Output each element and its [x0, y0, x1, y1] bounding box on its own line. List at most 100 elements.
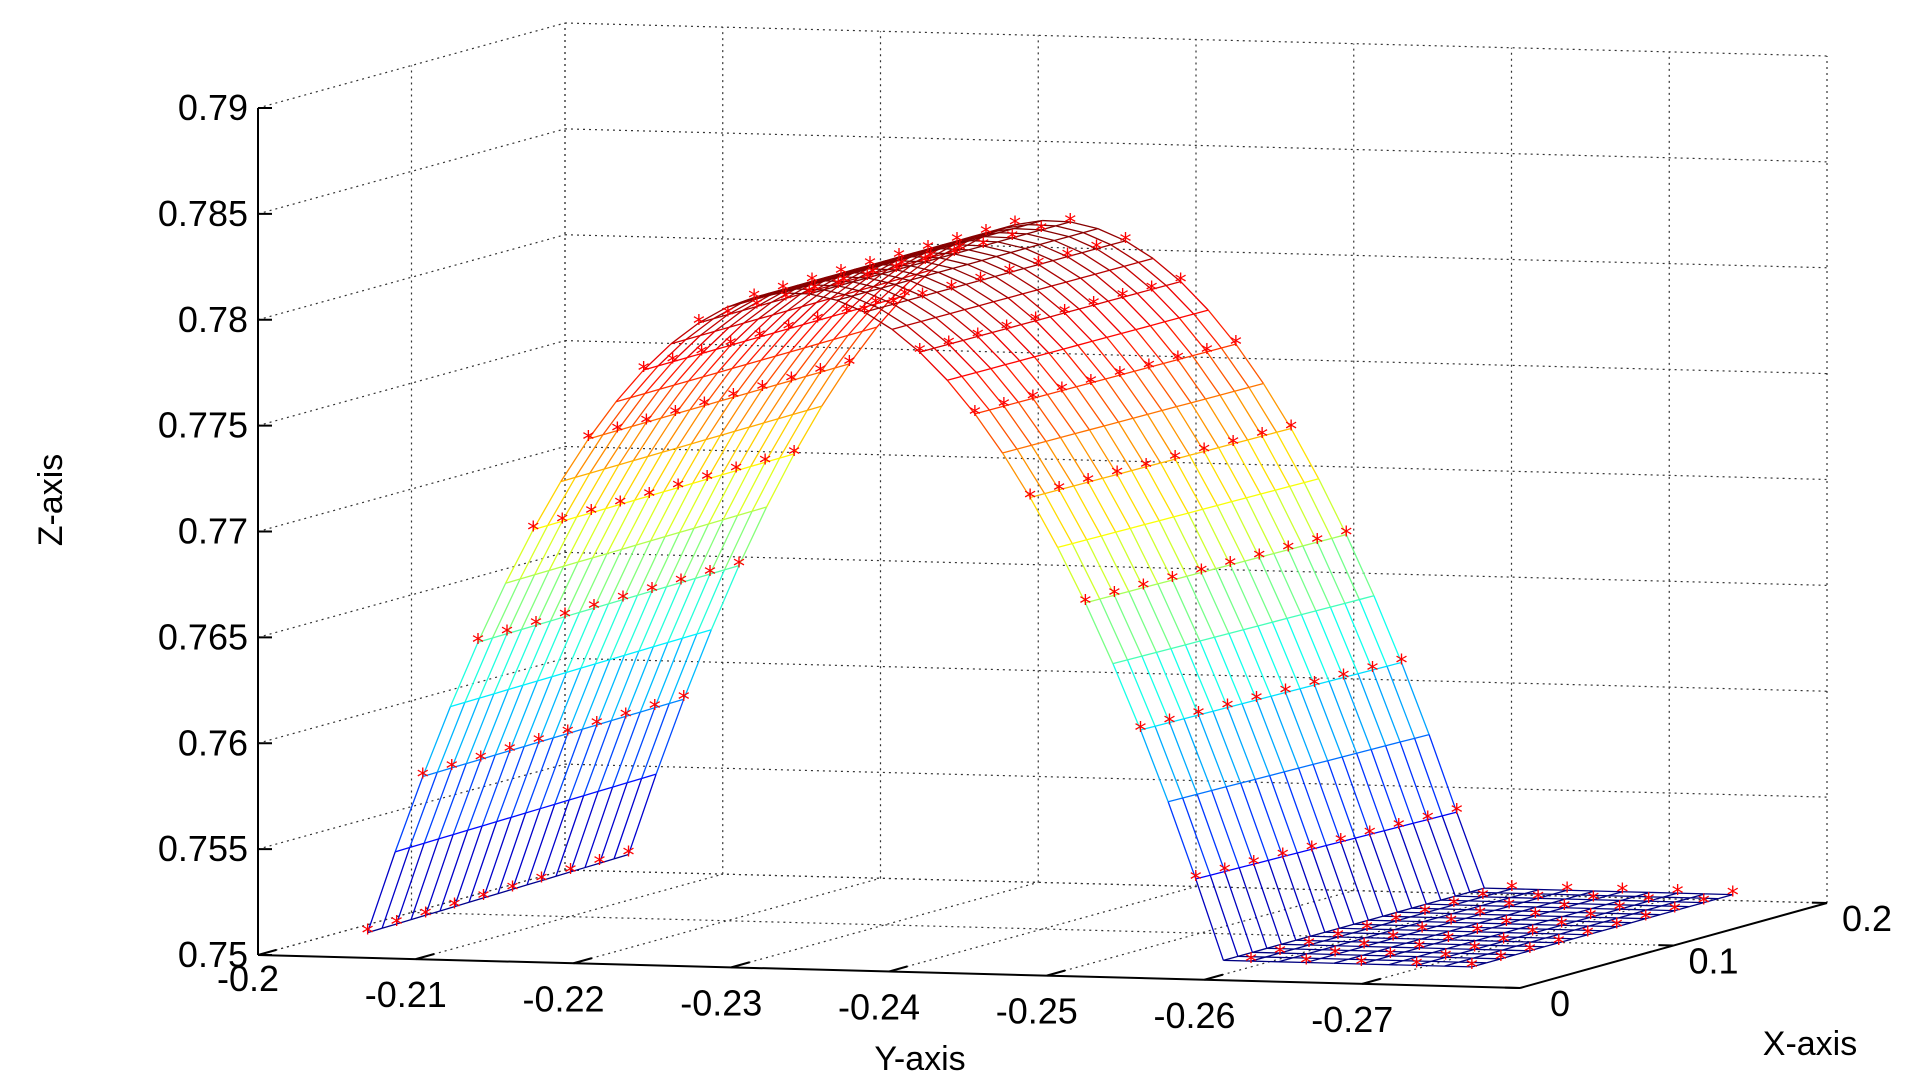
mesh-line: [1647, 909, 1675, 912]
mesh-line: [1380, 933, 1408, 936]
mesh-line: [1068, 235, 1097, 250]
mesh-line: [968, 245, 984, 251]
data-marker: *: [1024, 484, 1036, 512]
mesh-line: [734, 388, 763, 432]
mesh-line: [1261, 435, 1291, 487]
mesh-line: [853, 268, 869, 274]
mesh-line: [797, 280, 813, 286]
mesh-line: [1348, 954, 1363, 960]
data-marker: *: [1253, 544, 1265, 572]
mesh-line: [1107, 296, 1123, 302]
mesh-line: [1573, 934, 1588, 940]
mesh-line: [596, 720, 612, 726]
mesh-line: [1042, 219, 1071, 223]
mesh-line: [1535, 915, 1563, 918]
mesh-line: [1140, 725, 1156, 731]
mesh-line: [811, 276, 827, 282]
data-marker: *: [1553, 930, 1565, 958]
mesh-line: [997, 241, 1026, 250]
mesh-line: [666, 582, 682, 588]
mesh-line: [789, 320, 819, 353]
mesh-line: [1283, 767, 1299, 773]
mesh-line: [1383, 830, 1413, 909]
data-marker: *: [916, 283, 928, 311]
mesh-line: [547, 520, 563, 527]
data-marker: *: [559, 604, 571, 632]
mesh-line: [1002, 448, 1018, 454]
mesh-line: [641, 773, 657, 780]
mesh-line: [1265, 952, 1281, 958]
mesh-line: [1126, 659, 1156, 727]
z-tick-label: 0.78: [178, 299, 248, 340]
mesh-line: [1619, 904, 1635, 910]
mesh-line: [1377, 950, 1405, 953]
mesh-line: [1112, 659, 1128, 665]
mesh-line: [497, 812, 527, 894]
mesh-line: [1473, 957, 1501, 960]
data-marker: *: [1387, 925, 1399, 953]
mesh-line: [606, 499, 636, 554]
mesh-line: [1507, 910, 1523, 916]
mesh-line: [1052, 260, 1081, 279]
data-marker: *: [417, 764, 429, 792]
mesh-line: [1690, 893, 1706, 899]
mesh-line: [1674, 906, 1690, 912]
mesh-line: [1475, 935, 1491, 942]
mesh-line: [1589, 921, 1604, 927]
data-marker: *: [698, 393, 710, 421]
mesh-line: [1302, 541, 1318, 547]
mesh-line: [970, 240, 998, 243]
mesh-line: [1003, 405, 1033, 446]
mesh-line: [935, 312, 951, 319]
mesh-line: [1366, 928, 1395, 931]
mesh-line: [1587, 930, 1603, 936]
mesh-line: [1532, 928, 1548, 934]
mesh-line: [550, 616, 566, 622]
mesh-line: [689, 404, 705, 411]
mesh-line: [491, 578, 521, 639]
mesh-line: [1017, 401, 1047, 442]
mesh-line: [1416, 960, 1432, 967]
mesh-line: [568, 795, 584, 801]
mesh-line: [1274, 489, 1304, 547]
y-tick-label: -0.22: [522, 978, 604, 1019]
mesh-line: [764, 457, 780, 463]
mesh-line: [881, 273, 910, 281]
mesh-line: [1295, 939, 1324, 942]
mesh-line: [1122, 296, 1151, 327]
mesh-line: [1078, 304, 1094, 310]
mesh-line: [1122, 292, 1138, 298]
mesh-line: [1466, 904, 1482, 911]
mesh-line: [1496, 900, 1524, 903]
grid-line: [564, 128, 1828, 163]
mesh-line: [1394, 929, 1423, 932]
mesh-line: [1257, 625, 1287, 693]
mesh-line: [1102, 477, 1131, 529]
mesh-line: [910, 261, 926, 267]
mesh-line: [1578, 899, 1594, 905]
data-marker: *: [620, 703, 632, 731]
mesh-line: [1552, 889, 1568, 895]
mesh-line: [1295, 935, 1311, 941]
y-tick-mark: [1204, 973, 1224, 981]
mesh-line: [968, 249, 997, 258]
mesh-line: [1076, 382, 1092, 388]
mesh-line: [994, 275, 1023, 295]
mesh-line: [506, 574, 536, 634]
mesh-line: [647, 451, 663, 458]
mesh-line: [1385, 745, 1414, 824]
mesh-line: [1407, 933, 1436, 936]
mesh-line: [1661, 901, 1677, 907]
mesh-line: [1268, 856, 1283, 862]
y-tick-label: -0.2: [217, 958, 279, 999]
mesh-line: [1365, 937, 1394, 940]
mesh-line: [1162, 363, 1192, 404]
mesh-line: [1391, 942, 1407, 948]
mesh-line: [1313, 684, 1343, 758]
data-marker: *: [1090, 236, 1102, 264]
mesh-line: [1147, 409, 1163, 416]
mesh-line: [1250, 960, 1279, 963]
mesh-line: [1419, 947, 1448, 950]
mesh-line: [749, 422, 764, 428]
mesh-line: [722, 466, 752, 521]
